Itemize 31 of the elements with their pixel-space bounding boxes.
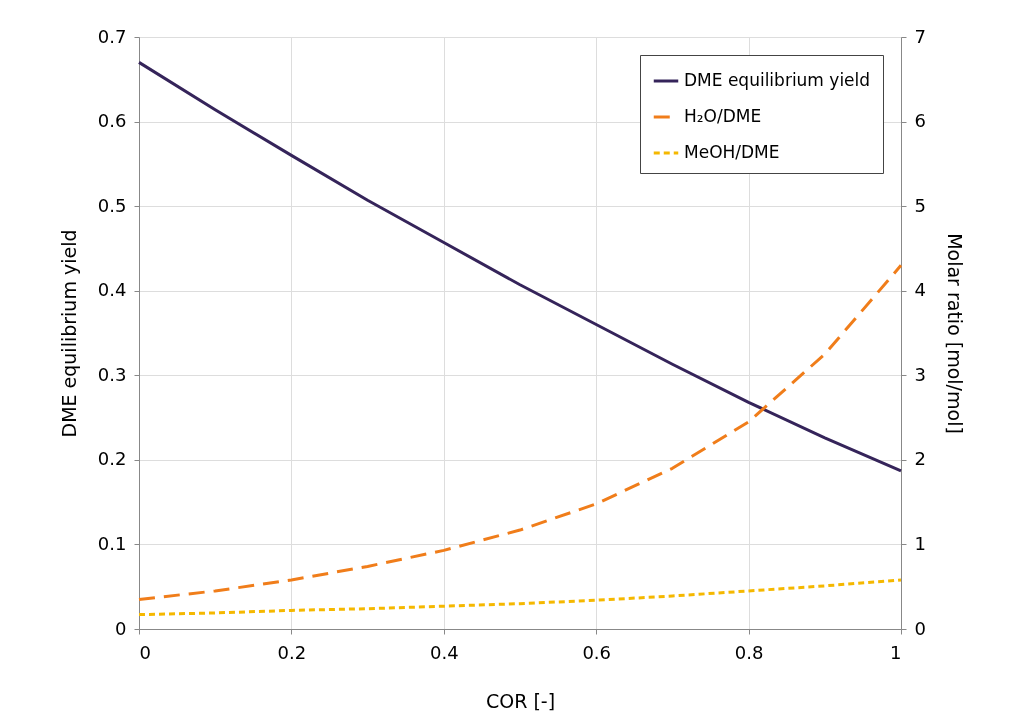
y-tick-label: 0.3 — [97, 363, 127, 385]
y2-tick-label: 5 — [914, 194, 926, 216]
x-tick-label: 0.6 — [582, 641, 612, 663]
y-tick-label: 0.5 — [97, 194, 127, 216]
x-tick-label: 1 — [890, 641, 902, 663]
line-series — [137, 263, 903, 601]
y2-tick-label: 0 — [914, 617, 926, 639]
y-tick-label: 0.1 — [97, 532, 127, 554]
y2-axis-title: Molar ratio [mol/mol] — [943, 233, 966, 434]
x-tick-label: 0 — [139, 641, 151, 663]
y-tick-label: 0 — [115, 617, 127, 639]
y2-tick-label: 4 — [914, 279, 926, 301]
y-tick-label: 0.2 — [97, 448, 127, 470]
legend-label: MeOH/DME — [684, 142, 780, 162]
y-tick-label: 0.4 — [97, 279, 127, 301]
y2-tick-label: 2 — [914, 448, 926, 470]
x-tick-label: 0.8 — [734, 641, 764, 663]
y2-tick-label: 3 — [914, 363, 926, 385]
y2-tick-label: 1 — [914, 532, 926, 554]
x-tick-label: 0.2 — [277, 641, 307, 663]
line-series — [137, 60, 903, 473]
y2-tick-label: 6 — [914, 110, 926, 132]
x-axis-title: COR [-] — [485, 689, 556, 712]
legend-label: H₂O/DME — [684, 106, 762, 126]
y2-tick-label: 7 — [914, 25, 926, 47]
x-tick-label: 0.4 — [429, 641, 459, 663]
y-tick-label: 0.6 — [97, 110, 127, 132]
line-series — [137, 578, 903, 617]
legend-label: DME equilibrium yield — [684, 70, 871, 90]
y-axis-title: DME equilibrium yield — [57, 229, 80, 438]
y-tick-label: 0.7 — [97, 25, 127, 47]
